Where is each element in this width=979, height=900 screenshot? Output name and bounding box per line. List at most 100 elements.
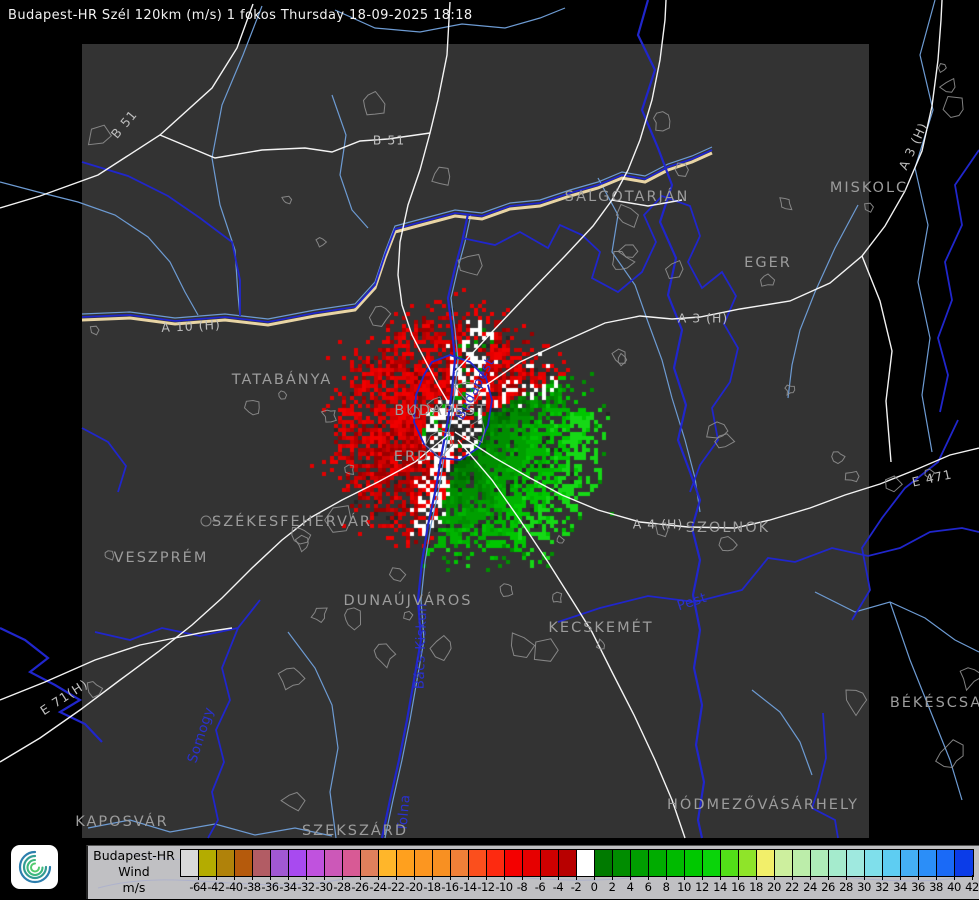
- legend-tick-label: 4: [626, 880, 634, 894]
- legend-tick: [756, 875, 757, 880]
- legend-tick: [504, 875, 505, 880]
- legend-tick-label: 20: [767, 880, 781, 894]
- settlement-outline: [368, 305, 392, 327]
- legend-tick: [522, 875, 523, 880]
- legend-tick-label: -42: [207, 880, 225, 894]
- legend-tick: [774, 875, 775, 880]
- city-label: EGER: [744, 255, 792, 271]
- legend-tick: [414, 875, 415, 880]
- legend-tick: [594, 875, 595, 880]
- settlement-outline: [104, 550, 115, 561]
- legend-color-cell: [487, 850, 505, 876]
- legend-tick-label: 2: [608, 880, 616, 894]
- settlement-outline: [294, 534, 309, 553]
- settlement-outline: [362, 90, 386, 116]
- legend-tick: [342, 875, 343, 880]
- settlement-outline: [595, 638, 606, 650]
- legend-color-cell: [847, 850, 865, 876]
- settlement-outline: [959, 667, 979, 692]
- legend-color-cell: [307, 850, 325, 876]
- legend-bar: Budapest-HR Wind m/s -64 -42 -40 -38 -36 -34-…: [0, 844, 979, 900]
- legend-color-cell: [343, 850, 361, 876]
- settlement-outline: [884, 475, 904, 493]
- legend-tick-label: -22: [387, 880, 405, 894]
- legend-tick: [288, 875, 289, 880]
- road-label: A 3 (H): [677, 310, 729, 326]
- legend-color-cell: [361, 850, 379, 876]
- legend-tick-label: 0: [590, 880, 598, 894]
- legend-color-cell: [523, 850, 541, 876]
- city-label: BÉKÉSCSABA: [889, 695, 979, 711]
- settlement-outline: [87, 124, 113, 146]
- legend-tick-label: 32: [875, 880, 889, 894]
- legend-tick: [882, 875, 883, 880]
- legend-tick: [396, 875, 397, 880]
- legend-color-cell: [181, 850, 199, 876]
- legend-tick-label: 12: [695, 880, 709, 894]
- legend-tick-label: 24: [803, 880, 817, 894]
- settlement-outline: [612, 251, 636, 270]
- legend-tick-label: -30: [315, 880, 333, 894]
- settlement-outline: [615, 203, 639, 228]
- legend-tick: [972, 875, 973, 880]
- legend-tick: [630, 875, 631, 880]
- legend-tick-label: -26: [351, 880, 369, 894]
- legend-tick: [432, 875, 433, 880]
- legend-color-cell: [199, 850, 217, 876]
- legend-color-cell: [613, 850, 631, 876]
- legend-color-cell: [289, 850, 307, 876]
- app-logo[interactable]: [11, 845, 58, 889]
- settlement-outline: [469, 417, 486, 444]
- legend-tick: [468, 875, 469, 880]
- legend-tick-label: -8: [516, 880, 528, 894]
- spiral-logo-icon: [18, 850, 52, 884]
- legend-tick: [792, 875, 793, 880]
- legend-tick: [720, 875, 721, 880]
- county-label: Bács-Kiskun: [411, 602, 431, 690]
- legend-tick-label: 40: [947, 880, 961, 894]
- legend-tick-label: 8: [662, 880, 670, 894]
- settlement-outline: [320, 409, 337, 423]
- legend-tick-label: 26: [821, 880, 835, 894]
- legend-color-cell: [541, 850, 559, 876]
- settlement-outline: [654, 522, 669, 538]
- settlement-outline: [278, 390, 288, 400]
- legend-tick: [216, 875, 217, 880]
- city-label: SZEKSZÁRD: [301, 823, 409, 839]
- city-label: SALGÓTARJÁN: [564, 189, 690, 205]
- legend-tick: [270, 875, 271, 880]
- settlement-outline: [551, 591, 563, 604]
- legend-color-cell: [451, 850, 469, 876]
- legend-color-cell: [685, 850, 703, 876]
- settlement-outline: [844, 470, 860, 483]
- legend-color-cell: [559, 850, 577, 876]
- legend-color-cell: [667, 850, 685, 876]
- legend-tick: [378, 875, 379, 880]
- city-label: ERD: [393, 449, 431, 465]
- legend-tick-label: -6: [534, 880, 546, 894]
- legend-color-cell: [757, 850, 775, 876]
- legend-tick: [846, 875, 847, 880]
- legend-color-cell: [631, 850, 649, 876]
- legend-tick-label: 10: [677, 880, 691, 894]
- legend-color-cell: [811, 850, 829, 876]
- settlement-outline: [324, 505, 352, 533]
- legend-tick: [540, 875, 541, 880]
- legend-color-cell: [235, 850, 253, 876]
- legend-tick-label: 18: [749, 880, 763, 894]
- legend-color-cell: [829, 850, 847, 876]
- settlement-outline: [499, 583, 514, 598]
- legend-color-cell: [883, 850, 901, 876]
- road-label: B 51: [372, 132, 406, 148]
- settlement-outline: [431, 166, 451, 186]
- settlement-outline: [942, 95, 964, 119]
- city-marker: [200, 515, 212, 527]
- settlement-outline: [243, 399, 260, 416]
- settlement-outline: [845, 689, 868, 717]
- color-scale-legend: Budapest-HR Wind m/s -64 -42 -40 -38 -36 -34-…: [86, 845, 979, 899]
- legend-tick-label: -10: [495, 880, 513, 894]
- legend-tick-label: 14: [713, 880, 727, 894]
- settlement-outline: [277, 667, 306, 691]
- legend-tick-label: -2: [570, 880, 582, 894]
- legend-product: Budapest-HR: [93, 848, 175, 863]
